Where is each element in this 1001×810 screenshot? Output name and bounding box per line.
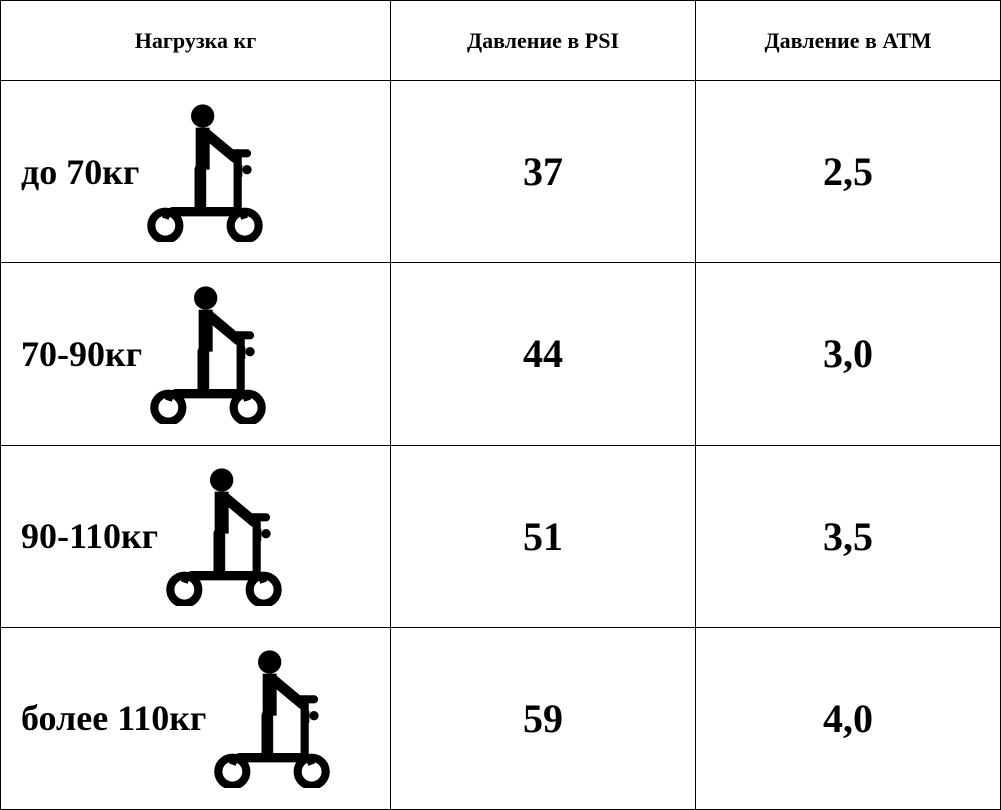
- table-row: до 70кг 37 2,5: [1, 81, 1001, 263]
- table-row: более 110кг 59 4,0: [1, 627, 1001, 809]
- atm-cell: 3,0: [696, 263, 1001, 445]
- psi-cell: 59: [391, 627, 696, 809]
- psi-cell: 44: [391, 263, 696, 445]
- pressure-table: Нагрузка кг Давление в PSI Давление в АТ…: [0, 0, 1001, 810]
- load-cell: 70-90кг: [1, 263, 391, 445]
- col-header-psi: Давление в PSI: [391, 1, 696, 81]
- load-cell: до 70кг: [1, 81, 391, 263]
- scooter-rider-icon: [145, 102, 265, 242]
- table-row: 70-90кг 44 3,0: [1, 263, 1001, 445]
- col-header-load: Нагрузка кг: [1, 1, 391, 81]
- load-label: до 70кг: [21, 151, 139, 193]
- table-row: 90-110кг 51 3,5: [1, 445, 1001, 627]
- atm-cell: 4,0: [696, 627, 1001, 809]
- load-cell: более 110кг: [1, 627, 391, 809]
- col-header-atm: Давление в АТМ: [696, 1, 1001, 81]
- scooter-rider-icon: [212, 648, 332, 788]
- atm-cell: 3,5: [696, 445, 1001, 627]
- scooter-rider-icon: [148, 284, 268, 424]
- psi-cell: 37: [391, 81, 696, 263]
- atm-cell: 2,5: [696, 81, 1001, 263]
- load-cell: 90-110кг: [1, 445, 391, 627]
- load-label: более 110кг: [21, 697, 206, 739]
- psi-cell: 51: [391, 445, 696, 627]
- scooter-rider-icon: [164, 466, 284, 606]
- load-label: 70-90кг: [21, 333, 142, 375]
- load-label: 90-110кг: [21, 515, 158, 557]
- table-header-row: Нагрузка кг Давление в PSI Давление в АТ…: [1, 1, 1001, 81]
